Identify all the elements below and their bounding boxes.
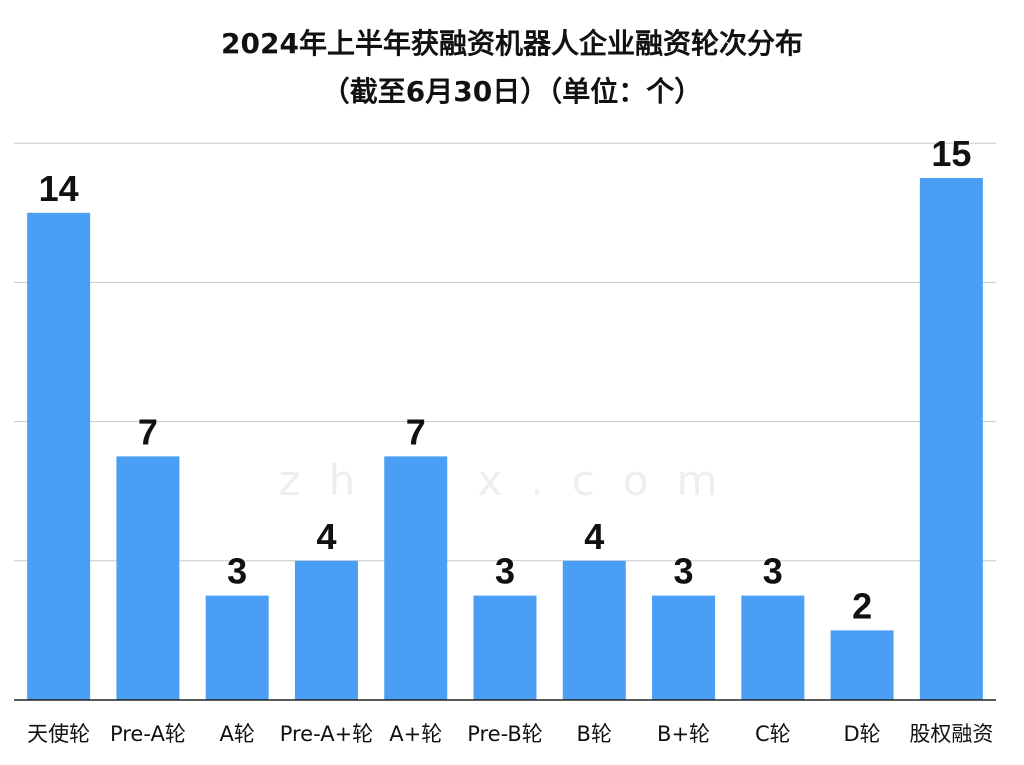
- data-label: 2: [852, 585, 872, 626]
- chart-subtitle: （截至6月30日）（单位：个）: [321, 75, 703, 108]
- data-labels: 14 7 3 4 7 3 4 3 3 2 15: [39, 133, 972, 626]
- data-label: 3: [495, 551, 515, 592]
- data-label: 15: [931, 133, 971, 174]
- chart-title: 2024年上半年获融资机器人企业融资轮次分布: [221, 27, 803, 60]
- x-tick-label: Pre-B轮: [467, 722, 543, 746]
- bar: [919, 178, 983, 700]
- x-tick-label: Pre-A+轮: [280, 722, 373, 746]
- x-tick-label: C轮: [755, 722, 791, 746]
- bar: [473, 595, 537, 700]
- data-label: 14: [39, 168, 79, 209]
- data-label: 7: [406, 411, 426, 452]
- x-tick-label: B+轮: [657, 722, 710, 746]
- bar: [27, 212, 91, 701]
- bar: [384, 456, 448, 700]
- data-label: 7: [138, 411, 158, 452]
- x-tick-label: A轮: [219, 722, 254, 746]
- data-label: 3: [674, 551, 694, 592]
- bar: [741, 595, 805, 700]
- x-tick-label: A+轮: [389, 722, 442, 746]
- bar: [562, 560, 626, 700]
- bar: [205, 595, 269, 700]
- bar: [116, 456, 180, 700]
- bars: [27, 178, 983, 701]
- data-label: 3: [227, 551, 247, 592]
- x-tick-label: 股权融资: [909, 722, 993, 746]
- x-tick-label: D轮: [844, 722, 881, 746]
- watermark: zhidx.com: [279, 456, 746, 505]
- data-label: 4: [316, 516, 336, 557]
- data-label: 4: [584, 516, 604, 557]
- bar: [830, 630, 894, 700]
- x-tick-label: B轮: [577, 722, 612, 746]
- bar: [652, 595, 716, 700]
- data-label: 3: [763, 551, 783, 592]
- watermark-text: zhidx.com: [279, 456, 746, 505]
- x-tick-labels: 天使轮 Pre-A轮 A轮 Pre-A+轮 A+轮 Pre-B轮 B轮 B+轮 C轮 D轮 股权融资: [27, 722, 993, 746]
- x-tick-label: 天使轮: [27, 722, 90, 746]
- x-tick-label: Pre-A轮: [110, 722, 186, 746]
- bar: [294, 560, 358, 700]
